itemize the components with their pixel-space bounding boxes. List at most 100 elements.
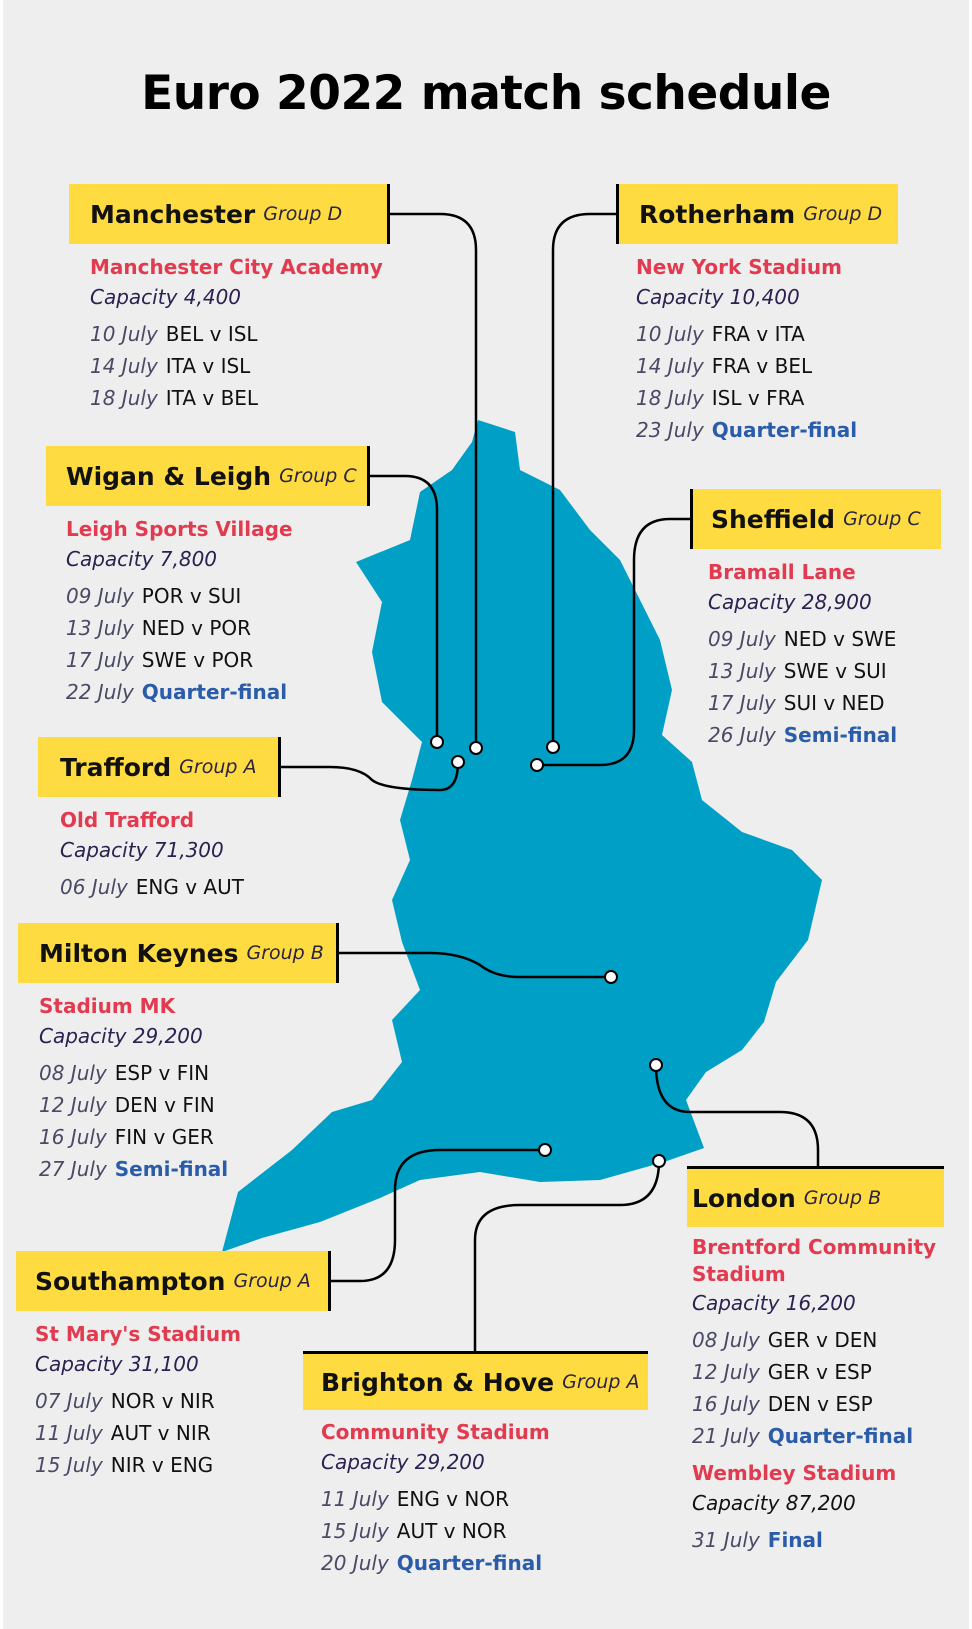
match-date: 16 July xyxy=(39,1125,107,1149)
match-row: 06 July ENG v AUT xyxy=(60,871,244,903)
location-label-milton-keynes: Milton Keynes Group B xyxy=(18,923,339,983)
match-row: 07 July NOR v NIR xyxy=(35,1385,241,1417)
match-date: 10 July xyxy=(90,322,158,346)
england-outline xyxy=(222,420,822,1252)
city-name: Brighton & Hove xyxy=(321,1367,555,1397)
stadium-info: New York Stadium Capacity 10,400 10 July FR… xyxy=(636,252,857,446)
match-date: 13 July xyxy=(66,616,134,640)
location-label-southampton: Southampton Group A xyxy=(16,1251,331,1311)
match-date: 09 July xyxy=(708,627,776,651)
match-fixture: POR v SUI xyxy=(141,584,242,608)
match-fixture: FRA v ITA xyxy=(711,322,805,346)
venue-capacity: Capacity 87,200 xyxy=(692,1491,856,1515)
connector-trafford xyxy=(281,761,460,792)
location-details: Brentford Community Stadium Capacity 16,2… xyxy=(692,1234,942,1562)
match-fixture: NED v POR xyxy=(141,616,252,640)
location-details: Leigh Sports Village Capacity 7,800 09 Jul… xyxy=(66,514,293,714)
knockout-fixture: Final xyxy=(767,1528,823,1552)
match-row: 11 July ENG v NOR xyxy=(321,1483,550,1515)
match-date: 13 July xyxy=(708,659,776,683)
venue-name: Stadium MK xyxy=(39,994,176,1018)
stadium-info: St Mary's Stadium Capacity 31,100 07 July N… xyxy=(35,1319,241,1481)
connector-lines xyxy=(281,212,820,1351)
location-details: Community Stadium Capacity 29,200 11 July E… xyxy=(321,1417,550,1585)
location-label-rotherham: Rotherham Group D xyxy=(616,184,898,244)
match-fixture: FRA v BEL xyxy=(711,354,813,378)
venue-markers xyxy=(430,735,666,1168)
venue-name: Leigh Sports Village xyxy=(66,517,293,541)
group-name: Group C xyxy=(279,465,357,487)
venue-capacity: Capacity 28,900 xyxy=(708,590,872,614)
venue-capacity: Capacity 4,400 xyxy=(90,285,242,309)
venue-name: Brentford Community Stadium xyxy=(692,1235,937,1286)
stadium-info: Leigh Sports Village Capacity 7,800 09 Jul… xyxy=(66,514,293,708)
match-date: 12 July xyxy=(39,1093,107,1117)
venue-capacity: Capacity 29,200 xyxy=(321,1450,485,1474)
match-fixture: NED v SWE xyxy=(783,627,897,651)
match-date: 11 July xyxy=(35,1421,103,1445)
match-date: 11 July xyxy=(321,1487,389,1511)
venue-name: Wembley Stadium xyxy=(692,1461,897,1485)
stadium-info: Bramall Lane Capacity 28,900 09 July NED v … xyxy=(708,557,897,751)
match-fixture: ESP v FIN xyxy=(114,1061,210,1085)
venue-capacity: Capacity 71,300 xyxy=(60,838,224,862)
group-name: Group D xyxy=(803,203,883,225)
group-name: Group D xyxy=(263,203,343,225)
group-name: Group C xyxy=(843,508,921,530)
location-details: Old Trafford Capacity 71,300 06 July ENG v … xyxy=(60,805,244,909)
venue-capacity: Capacity 7,800 xyxy=(66,547,218,571)
match-row: 13 July NED v POR xyxy=(66,612,293,644)
location-details: Manchester City Academy Capacity 4,400 10 … xyxy=(90,252,383,420)
match-fixture: BEL v ISL xyxy=(165,322,258,346)
venue-capacity: Capacity 29,200 xyxy=(39,1024,203,1048)
marker-wigan xyxy=(430,735,444,749)
match-row: 18 July ITA v BEL xyxy=(90,382,383,414)
location-details: Bramall Lane Capacity 28,900 09 July NED v … xyxy=(708,557,897,757)
match-row: 22 July Quarter-final xyxy=(66,676,293,708)
match-fixture: ITA v BEL xyxy=(165,386,259,410)
group-name: Group B xyxy=(803,1187,882,1209)
venue-name: Old Trafford xyxy=(60,808,195,832)
match-fixture: GER v ESP xyxy=(767,1360,872,1384)
marker-manchester xyxy=(469,741,483,755)
venue-name: St Mary's Stadium xyxy=(35,1322,241,1346)
connector-sheffield xyxy=(537,517,690,767)
stadium-info: Brentford Community Stadium Capacity 16,2… xyxy=(692,1234,942,1452)
match-fixture: AUT v NIR xyxy=(110,1421,211,1445)
match-row: 17 July SUI v NED xyxy=(708,687,897,719)
city-name: Wigan & Leigh xyxy=(66,461,272,491)
location-label-brighton-hove: Brighton & Hove Group A xyxy=(303,1351,648,1410)
match-row: 21 July Quarter-final xyxy=(692,1420,942,1452)
match-date: 14 July xyxy=(636,354,704,378)
match-fixture: FIN v GER xyxy=(114,1125,214,1149)
match-fixture: DEN v ESP xyxy=(767,1392,873,1416)
stadium-info: Community Stadium Capacity 29,200 11 July E… xyxy=(321,1417,550,1579)
location-details: New York Stadium Capacity 10,400 10 July FR… xyxy=(636,252,857,452)
knockout-fixture: Semi-final xyxy=(114,1157,229,1181)
match-date: 21 July xyxy=(692,1424,760,1448)
match-row: 10 July BEL v ISL xyxy=(90,318,383,350)
connector-brighton xyxy=(473,1160,661,1351)
venue-name: New York Stadium xyxy=(636,255,842,279)
match-row: 09 July NED v SWE xyxy=(708,623,897,655)
stadium-info: Stadium MK Capacity 29,200 08 July ESP v FI… xyxy=(39,991,228,1185)
city-name: Southampton xyxy=(35,1266,226,1296)
match-date: 27 July xyxy=(39,1157,107,1181)
match-date: 08 July xyxy=(39,1061,107,1085)
marker-rotherham xyxy=(546,740,560,754)
venue-name: Bramall Lane xyxy=(708,560,856,584)
match-fixture: ISL v FRA xyxy=(711,386,805,410)
match-row: 10 July FRA v ITA xyxy=(636,318,857,350)
match-row: 14 July ITA v ISL xyxy=(90,350,383,382)
marker-southampton xyxy=(538,1143,552,1157)
match-date: 16 July xyxy=(692,1392,760,1416)
marker-milton-keynes xyxy=(604,970,618,984)
match-row: 15 July AUT v NOR xyxy=(321,1515,550,1547)
match-date: 22 July xyxy=(66,680,134,704)
match-row: 27 July Semi-final xyxy=(39,1153,228,1185)
stadium-info: Wembley Stadium Capacity 87,200 31 July Fin… xyxy=(692,1458,942,1556)
match-date: 26 July xyxy=(708,723,776,747)
location-details: Stadium MK Capacity 29,200 08 July ESP v FI… xyxy=(39,991,228,1191)
match-date: 17 July xyxy=(66,648,134,672)
city-name: Milton Keynes xyxy=(39,938,239,968)
